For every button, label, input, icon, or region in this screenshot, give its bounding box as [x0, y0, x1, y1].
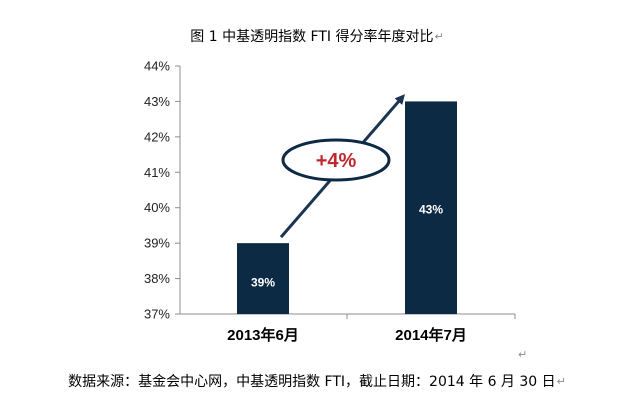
paragraph-mark-icon: ↵ — [556, 375, 566, 388]
y-tick-label: 44% — [144, 59, 170, 74]
bar-data-label: 43% — [419, 203, 443, 217]
y-tick-label: 37% — [144, 307, 170, 322]
y-tick-label: 39% — [144, 236, 170, 251]
paragraph-mark-icon: ↵ — [434, 30, 444, 43]
chart-title: 图 1 中基透明指数 FTI 得分率年度对比 — [190, 29, 434, 45]
y-tick-label: 43% — [144, 94, 170, 109]
bar-data-label: 39% — [251, 276, 275, 290]
paragraph-mark-icon: ↵ — [518, 348, 528, 361]
y-tick-label: 41% — [144, 165, 170, 180]
x-category-label: 2014年7月 — [395, 326, 467, 344]
y-tick-label: 42% — [144, 129, 170, 144]
bar — [405, 101, 457, 314]
callout-annotation: +4% — [316, 150, 357, 172]
bar — [237, 243, 289, 314]
chart-title-line: 图 1 中基透明指数 FTI 得分率年度对比↵ — [0, 28, 634, 46]
x-category-label: 2013年6月 — [227, 326, 299, 344]
y-tick-label: 40% — [144, 200, 170, 215]
source-note-line: 数据来源：基金会中心网，中基透明指数 FTI，截止日期：2014 年 6 月 3… — [0, 373, 634, 391]
callout-ellipse — [281, 138, 391, 182]
source-note: 数据来源：基金会中心网，中基透明指数 FTI，截止日期：2014 年 6 月 3… — [68, 374, 556, 390]
y-tick-label: 38% — [144, 271, 170, 286]
